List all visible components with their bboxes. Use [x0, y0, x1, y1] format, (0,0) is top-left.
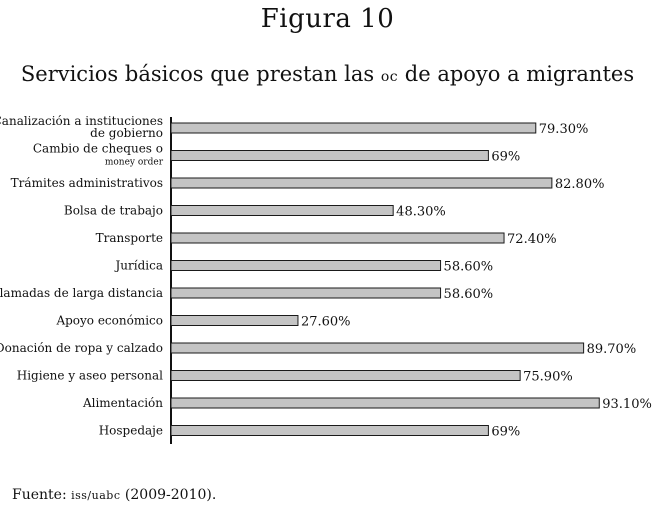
category-label: Bolsa de trabajo: [64, 204, 163, 218]
data-label: 48.30%: [396, 205, 446, 220]
data-label: 93.10%: [602, 397, 652, 412]
chart-title-acronym: oc: [380, 69, 399, 85]
bar: [170, 315, 299, 326]
chart-title-post: de apoyo a migrantes: [398, 62, 635, 86]
data-label: 79.30%: [539, 122, 589, 137]
data-label: 27.60%: [301, 315, 351, 330]
category-label: Higiene y aseo personal: [17, 369, 163, 383]
data-label: 89.70%: [587, 342, 637, 357]
category-label: Apoyo económico: [55, 314, 163, 328]
category-label: Llamadas de larga distancia: [0, 286, 163, 300]
bar: [170, 287, 442, 299]
source-post: (2009-2010).: [120, 487, 217, 503]
category-label: Hospedaje: [99, 424, 163, 438]
data-label: 75.90%: [523, 370, 573, 385]
data-label: 72.40%: [507, 232, 557, 247]
category-label: Jurídica: [113, 259, 163, 273]
chart-title-pre: Servicios básicos que prestan las: [20, 62, 381, 86]
data-label: 58.60%: [444, 260, 494, 275]
source-pre: Fuente:: [12, 487, 72, 503]
bar: [170, 232, 505, 244]
figure-label: Figura 10: [260, 4, 395, 34]
bar: [170, 397, 600, 409]
category-label: Cambio de cheques o: [33, 142, 163, 156]
source-acronym: iss/uabc: [71, 489, 121, 502]
category-label: Donación de ropa y calzado: [0, 341, 163, 355]
category-label: Alimentación: [82, 396, 163, 410]
bar: [170, 177, 553, 189]
category-label: money order: [105, 158, 164, 168]
bar: [170, 370, 521, 381]
bar: [170, 122, 537, 134]
category-label: Transporte: [96, 231, 163, 245]
bar: [170, 260, 442, 271]
category-label: de gobierno: [90, 126, 163, 140]
bar: [170, 205, 394, 216]
category-label: Canalización a instituciones: [0, 114, 163, 128]
data-label: 82.80%: [555, 177, 605, 192]
data-label: 69%: [491, 425, 520, 440]
data-label: 69%: [491, 150, 520, 165]
category-label: Trámites administrativos: [11, 176, 163, 190]
bar: [170, 425, 489, 436]
data-label: 58.60%: [444, 287, 494, 302]
bar: [170, 342, 585, 354]
source-note: Fuente: iss/uabc (2009-2010).: [12, 487, 216, 503]
bar: [170, 150, 489, 161]
chart-title: Servicios básicos que prestan las oc de …: [0, 62, 655, 86]
